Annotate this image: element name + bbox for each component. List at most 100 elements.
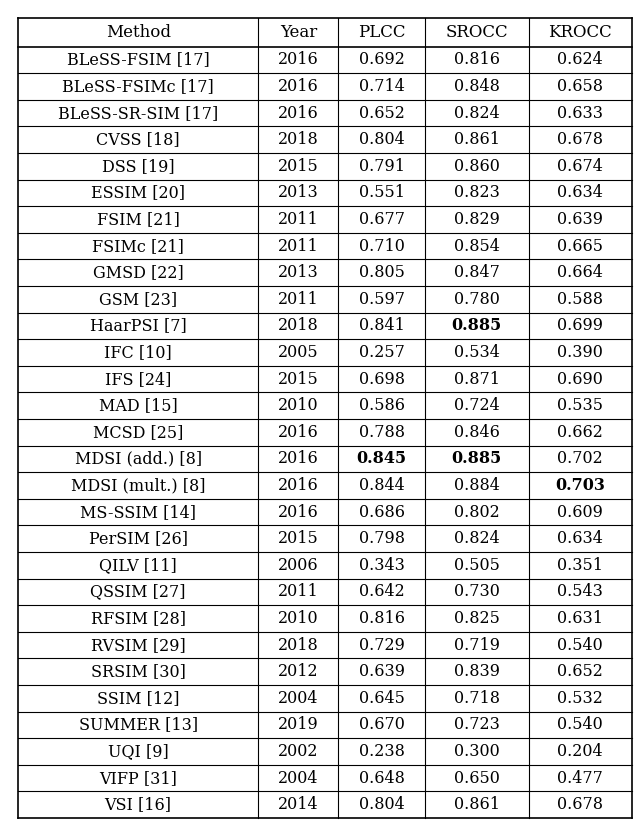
Text: FSIMc [21]: FSIMc [21] [92,238,184,254]
Text: BLeSS-FSIM [17]: BLeSS-FSIM [17] [67,51,209,69]
Text: 0.678: 0.678 [557,131,604,148]
Text: QILV [11]: QILV [11] [99,557,177,574]
Text: 0.719: 0.719 [454,637,500,653]
Text: 0.845: 0.845 [356,450,407,468]
Text: 0.690: 0.690 [557,371,604,387]
Text: 0.665: 0.665 [557,238,604,254]
Text: 0.662: 0.662 [557,424,604,441]
Text: HaarPSI [7]: HaarPSI [7] [90,317,186,335]
Text: 0.505: 0.505 [454,557,500,574]
Text: 2004: 2004 [278,690,319,707]
Text: GSM [23]: GSM [23] [99,291,177,308]
Text: 0.699: 0.699 [557,317,604,335]
Text: 0.543: 0.543 [557,583,604,601]
Text: MS-SSIM [14]: MS-SSIM [14] [80,504,196,520]
Text: 0.805: 0.805 [359,264,404,281]
Text: GMSD [22]: GMSD [22] [93,264,184,281]
Text: 2002: 2002 [278,743,319,760]
Text: 0.825: 0.825 [454,610,500,627]
Text: 0.844: 0.844 [359,477,404,494]
Text: 0.729: 0.729 [359,637,404,653]
Text: 0.586: 0.586 [359,397,404,414]
Text: 2016: 2016 [278,450,319,468]
Text: 0.802: 0.802 [454,504,500,520]
Text: 0.798: 0.798 [359,530,404,547]
Text: PLCC: PLCC [358,24,406,40]
Text: 2015: 2015 [278,158,319,175]
Text: MCSD [25]: MCSD [25] [93,424,183,441]
Text: ESSIM [20]: ESSIM [20] [91,184,185,202]
Text: 0.634: 0.634 [557,530,604,547]
Text: 0.257: 0.257 [359,344,404,361]
Text: 0.698: 0.698 [359,371,404,387]
Text: 0.829: 0.829 [454,211,500,228]
Text: 2014: 2014 [278,796,319,814]
Text: 0.597: 0.597 [359,291,404,308]
Text: CVSS [18]: CVSS [18] [96,131,180,148]
Text: 0.639: 0.639 [557,211,604,228]
Text: FSIM [21]: FSIM [21] [97,211,180,228]
Text: SROCC: SROCC [445,24,508,40]
Text: 2012: 2012 [278,663,319,680]
Text: 0.609: 0.609 [557,504,604,520]
Text: 2005: 2005 [278,344,319,361]
Text: 2016: 2016 [278,477,319,494]
Text: 2010: 2010 [278,397,319,414]
Text: 2011: 2011 [278,291,319,308]
Text: RFSIM [28]: RFSIM [28] [91,610,186,627]
Text: 0.652: 0.652 [557,663,604,680]
Text: RVSIM [29]: RVSIM [29] [91,637,186,653]
Text: 0.692: 0.692 [359,51,404,69]
Text: 0.823: 0.823 [454,184,500,202]
Text: 0.791: 0.791 [359,158,404,175]
Text: 0.686: 0.686 [359,504,404,520]
Text: 0.714: 0.714 [359,78,404,95]
Text: 2016: 2016 [278,105,319,121]
Text: 2018: 2018 [278,131,319,148]
Text: 0.677: 0.677 [359,211,404,228]
Text: 2011: 2011 [278,238,319,254]
Text: IFS [24]: IFS [24] [105,371,172,387]
Text: MAD [15]: MAD [15] [99,397,177,414]
Text: 0.648: 0.648 [359,770,404,786]
Text: 0.535: 0.535 [557,397,604,414]
Text: 0.885: 0.885 [452,450,502,468]
Text: 0.674: 0.674 [557,158,604,175]
Text: 0.204: 0.204 [557,743,603,760]
Text: 0.816: 0.816 [359,610,404,627]
Text: 0.588: 0.588 [557,291,604,308]
Text: 0.804: 0.804 [359,131,404,148]
Text: 0.884: 0.884 [454,477,500,494]
Text: 0.477: 0.477 [557,770,604,786]
Text: 0.532: 0.532 [557,690,604,707]
Text: 0.846: 0.846 [454,424,500,441]
Text: 2016: 2016 [278,504,319,520]
Text: 0.860: 0.860 [454,158,500,175]
Text: 2019: 2019 [278,716,319,733]
Text: 0.824: 0.824 [454,530,500,547]
Text: 0.724: 0.724 [454,397,500,414]
Text: 0.652: 0.652 [359,105,404,121]
Text: BLeSS-FSIMc [17]: BLeSS-FSIMc [17] [62,78,214,95]
Text: 2013: 2013 [278,184,319,202]
Text: MDSI (add.) [8]: MDSI (add.) [8] [75,450,202,468]
Text: 0.885: 0.885 [452,317,502,335]
Text: 0.540: 0.540 [557,637,603,653]
Text: 0.847: 0.847 [454,264,500,281]
Text: 0.633: 0.633 [557,105,604,121]
Text: 0.351: 0.351 [557,557,604,574]
Text: 0.534: 0.534 [454,344,500,361]
Text: 0.343: 0.343 [359,557,404,574]
Text: 0.650: 0.650 [454,770,500,786]
Text: 0.816: 0.816 [454,51,500,69]
Text: 0.678: 0.678 [557,796,604,814]
Text: 0.841: 0.841 [359,317,404,335]
Text: 0.824: 0.824 [454,105,500,121]
Text: 0.861: 0.861 [454,796,500,814]
Text: 0.839: 0.839 [454,663,500,680]
Text: Year: Year [280,24,317,40]
Text: 0.645: 0.645 [359,690,404,707]
Text: SSIM [12]: SSIM [12] [97,690,179,707]
Text: 0.540: 0.540 [557,716,603,733]
Text: Method: Method [106,24,171,40]
